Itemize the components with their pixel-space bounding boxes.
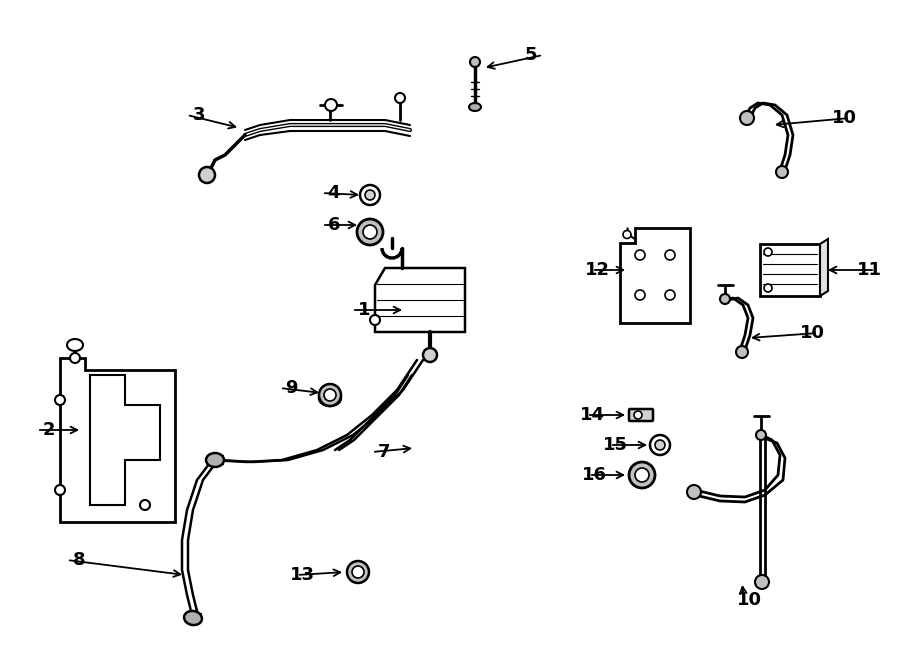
Polygon shape [820,239,828,296]
Ellipse shape [635,290,645,300]
Ellipse shape [665,290,675,300]
Text: 9: 9 [285,379,298,397]
Ellipse shape [635,250,645,260]
Ellipse shape [635,468,649,482]
Text: 3: 3 [193,106,205,124]
Ellipse shape [764,248,772,256]
Ellipse shape [347,561,369,583]
Polygon shape [375,268,465,332]
Ellipse shape [469,103,481,111]
Ellipse shape [357,219,383,245]
Ellipse shape [352,566,364,578]
Ellipse shape [55,485,65,495]
Ellipse shape [67,339,83,351]
Ellipse shape [470,57,480,67]
Ellipse shape [776,166,788,178]
Text: 15: 15 [603,436,628,454]
Text: 13: 13 [290,566,315,584]
Ellipse shape [319,384,341,406]
Text: 5: 5 [525,46,537,64]
Ellipse shape [363,225,377,239]
Text: 10: 10 [737,591,762,609]
Text: 14: 14 [580,406,605,424]
Ellipse shape [319,390,341,406]
Ellipse shape [764,284,772,292]
Ellipse shape [720,294,730,304]
Text: 11: 11 [857,261,882,279]
Polygon shape [60,358,175,522]
Ellipse shape [655,440,665,450]
Text: 1: 1 [357,301,370,319]
Ellipse shape [629,462,655,488]
Text: 10: 10 [800,324,825,342]
Ellipse shape [206,453,224,467]
Ellipse shape [140,500,150,510]
Ellipse shape [199,167,215,183]
Ellipse shape [736,346,748,358]
FancyBboxPatch shape [629,409,653,421]
Ellipse shape [184,611,202,625]
Text: 7: 7 [377,443,390,461]
Ellipse shape [55,395,65,405]
Ellipse shape [687,485,701,499]
Text: 2: 2 [42,421,55,439]
Text: 16: 16 [582,466,607,484]
Ellipse shape [634,411,642,419]
Text: 10: 10 [832,109,857,127]
Ellipse shape [323,393,337,403]
Ellipse shape [325,99,337,111]
Ellipse shape [395,93,405,103]
Text: 12: 12 [585,261,610,279]
Ellipse shape [665,250,675,260]
Ellipse shape [650,435,670,455]
Text: 8: 8 [72,551,85,569]
FancyBboxPatch shape [760,244,820,296]
Ellipse shape [623,230,631,238]
Ellipse shape [740,111,754,125]
Text: 4: 4 [328,184,340,202]
Ellipse shape [365,190,375,200]
Text: 6: 6 [328,216,340,234]
Polygon shape [620,228,690,322]
Ellipse shape [756,430,766,440]
Ellipse shape [755,575,769,589]
Ellipse shape [70,353,80,363]
Ellipse shape [360,185,380,205]
Ellipse shape [423,348,437,362]
Ellipse shape [370,315,380,325]
Ellipse shape [324,389,336,401]
